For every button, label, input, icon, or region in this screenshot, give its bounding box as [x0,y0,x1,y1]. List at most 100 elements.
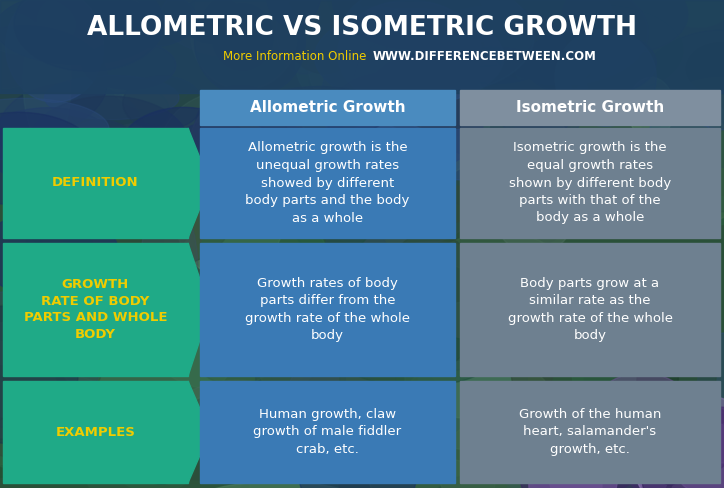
Ellipse shape [481,57,542,207]
Text: Growth of the human
heart, salamander's
growth, etc.: Growth of the human heart, salamander's … [519,408,661,456]
Ellipse shape [408,360,548,419]
Ellipse shape [277,277,408,364]
Ellipse shape [652,407,689,485]
Ellipse shape [0,26,108,136]
Ellipse shape [515,4,683,96]
Text: Human growth, claw
growth of male fiddler
crab, etc.: Human growth, claw growth of male fiddle… [253,408,402,456]
Ellipse shape [379,0,472,32]
Ellipse shape [306,363,437,414]
Ellipse shape [628,484,724,488]
Ellipse shape [337,0,481,106]
Ellipse shape [0,302,103,422]
Ellipse shape [0,83,145,180]
Bar [200,381,455,483]
Ellipse shape [688,424,724,463]
Ellipse shape [53,120,148,218]
Ellipse shape [146,283,289,389]
Ellipse shape [181,0,243,43]
Ellipse shape [24,157,195,271]
Ellipse shape [0,11,48,89]
Text: Body parts grow at a
similar rate as the
growth rate of the whole
body: Body parts grow at a similar rate as the… [508,277,673,342]
Ellipse shape [658,0,724,27]
Ellipse shape [212,4,273,70]
Text: Isometric Growth: Isometric Growth [516,100,664,115]
Ellipse shape [171,380,302,457]
Ellipse shape [191,96,304,183]
Ellipse shape [573,133,641,196]
Text: More Information Online: More Information Online [223,49,366,62]
Ellipse shape [584,446,661,469]
Text: EXAMPLES: EXAMPLES [56,426,135,439]
Ellipse shape [23,17,71,148]
Ellipse shape [287,354,377,444]
Ellipse shape [123,76,203,130]
Ellipse shape [82,390,248,488]
Ellipse shape [384,17,437,111]
Ellipse shape [411,11,542,109]
Ellipse shape [299,436,416,488]
Ellipse shape [195,0,337,57]
Ellipse shape [415,47,574,159]
Ellipse shape [284,0,366,74]
Ellipse shape [636,299,678,441]
Text: Allometric growth is the
unequal growth rates
showed by different
body parts and: Allometric growth is the unequal growth … [245,142,410,224]
Ellipse shape [107,38,195,110]
Bar [460,243,720,376]
Ellipse shape [195,85,287,174]
Text: Allometric Growth: Allometric Growth [250,100,405,115]
Ellipse shape [236,151,306,199]
Ellipse shape [0,318,140,369]
Ellipse shape [324,217,388,299]
Ellipse shape [160,0,321,57]
Ellipse shape [194,482,361,488]
Ellipse shape [484,0,649,84]
Ellipse shape [668,460,724,488]
Ellipse shape [634,422,672,488]
Ellipse shape [29,160,75,245]
Bar [460,90,720,125]
Ellipse shape [463,284,539,373]
Text: Isometric growth is the
equal growth rates
shown by different body
parts with th: Isometric growth is the equal growth rat… [509,142,671,224]
Ellipse shape [292,305,421,364]
Ellipse shape [0,418,29,457]
Ellipse shape [645,403,680,463]
Ellipse shape [219,0,395,64]
Ellipse shape [224,121,329,216]
Ellipse shape [353,38,442,132]
Ellipse shape [521,457,616,488]
Ellipse shape [250,437,338,488]
Ellipse shape [641,433,673,488]
Ellipse shape [130,425,192,484]
Ellipse shape [628,77,674,140]
Ellipse shape [309,48,475,116]
Ellipse shape [523,29,657,97]
Ellipse shape [327,73,450,161]
Ellipse shape [191,0,298,90]
Ellipse shape [438,412,593,488]
Ellipse shape [638,117,724,225]
Ellipse shape [680,396,724,488]
Ellipse shape [485,113,584,255]
Ellipse shape [477,103,615,177]
Ellipse shape [510,306,554,413]
Ellipse shape [274,89,349,141]
Bar [3,381,188,483]
Polygon shape [188,381,210,483]
Ellipse shape [340,328,396,432]
Ellipse shape [628,452,724,488]
Ellipse shape [159,90,304,215]
Ellipse shape [571,77,633,216]
Ellipse shape [660,410,724,470]
Ellipse shape [108,0,196,47]
Ellipse shape [346,242,522,372]
Ellipse shape [0,0,75,54]
Ellipse shape [284,142,379,256]
Bar [0,0,724,93]
Ellipse shape [203,354,307,387]
Ellipse shape [479,0,591,27]
Ellipse shape [0,108,117,182]
Ellipse shape [644,400,724,471]
Ellipse shape [421,6,565,84]
Ellipse shape [0,112,98,205]
Ellipse shape [641,78,724,212]
